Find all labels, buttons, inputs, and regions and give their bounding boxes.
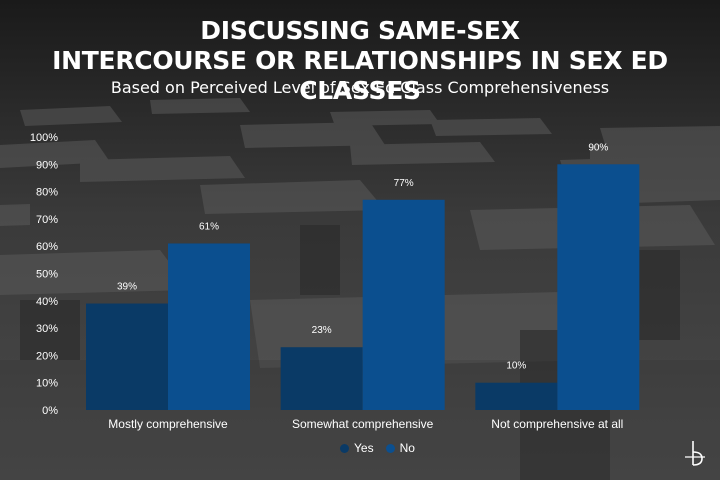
x-axis: Mostly comprehensive Somewhat comprehensi… — [108, 417, 623, 431]
chart-title-line-2: INTERCOURSE OR RELATIONSHIPS IN SEX ED C… — [52, 46, 668, 105]
bar-no-1 — [168, 243, 250, 410]
data-label-yes-3: 10% — [506, 361, 526, 372]
legend: Yes No — [340, 440, 415, 456]
bar-yes-3 — [475, 382, 558, 410]
legend-label-yes: Yes — [354, 441, 374, 455]
legend-swatch-no — [385, 443, 395, 453]
legend-item-no: No — [385, 441, 415, 455]
y-tick-label: 40% — [36, 296, 58, 308]
data-label-no-3: 90% — [588, 142, 608, 153]
bar-no-3 — [557, 164, 640, 410]
brand-logo-icon — [685, 441, 705, 466]
bar-yes-1 — [86, 303, 168, 410]
y-tick-label: 20% — [36, 350, 58, 362]
y-tick-label: 80% — [36, 187, 58, 199]
y-tick-label: 50% — [36, 269, 58, 281]
y-tick-label: 100% — [30, 132, 58, 144]
chart-title-line-1: DISCUSSING SAME-SEX — [200, 16, 520, 45]
bar-no-2 — [362, 199, 445, 410]
y-tick-label: 30% — [36, 323, 58, 335]
bars — [86, 164, 640, 410]
legend-item-yes: Yes — [340, 441, 374, 455]
legend-label-no: No — [399, 441, 415, 455]
chart-subtitle: Based on Perceived Level of Sex Ed Class… — [110, 78, 610, 97]
data-label-no-1: 61% — [199, 221, 219, 232]
x-category-label: Not comprehensive at all — [491, 417, 623, 431]
legend-swatch-yes — [340, 443, 349, 453]
data-label-no-2: 77% — [394, 178, 414, 189]
data-label-yes-1: 39% — [117, 282, 137, 293]
y-tick-label: 90% — [36, 159, 58, 171]
data-labels: 39% 61% 23% 77% 10% 90% — [117, 142, 608, 371]
bar-yes-2 — [280, 347, 363, 410]
y-tick-label: 60% — [36, 241, 58, 253]
x-category-label: Mostly comprehensive — [108, 417, 228, 431]
data-label-yes-2: 23% — [312, 325, 332, 336]
x-category-label: Somewhat comprehensive — [292, 417, 434, 431]
y-tick-label: 0% — [42, 405, 58, 417]
y-tick-label: 10% — [36, 378, 58, 390]
y-axis: 0% 10% 20% 30% 40% 50% 60% 70% 80% 90% 100% — [30, 132, 58, 417]
y-tick-label: 70% — [36, 214, 58, 226]
